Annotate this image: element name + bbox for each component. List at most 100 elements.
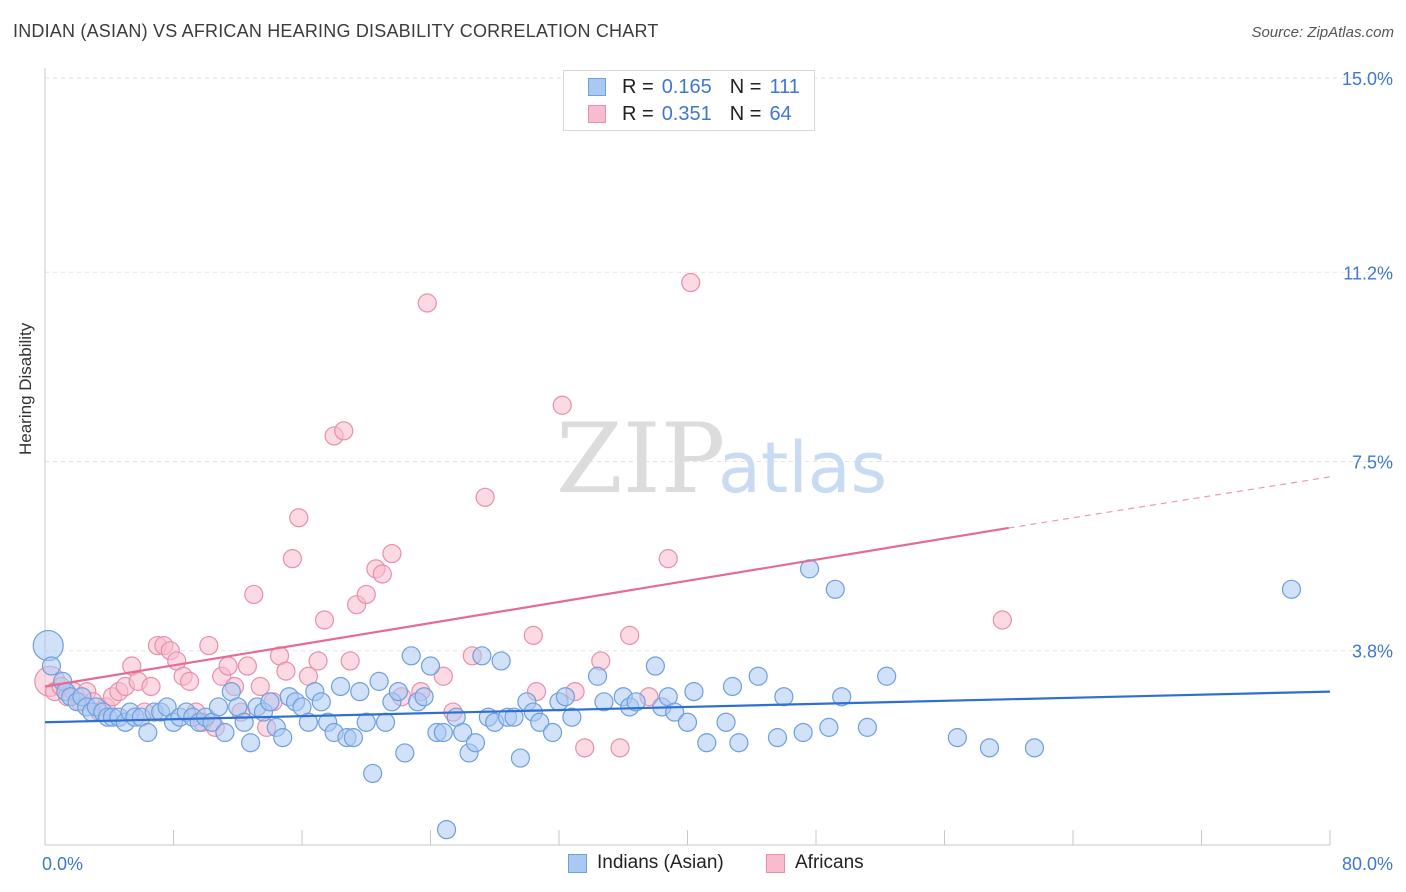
data-point: [658, 549, 678, 569]
data-point: [311, 692, 331, 712]
data-point: [767, 728, 788, 748]
data-point: [677, 712, 698, 732]
data-point: [250, 676, 270, 697]
data-point: [722, 676, 743, 697]
bottom-legend-swatch-indians: [568, 853, 587, 873]
x-tick-label: 0.0%: [42, 854, 83, 874]
data-point: [620, 625, 640, 645]
data-point: [343, 728, 363, 748]
data-point: [491, 651, 511, 671]
data-point: [436, 820, 457, 840]
data-point: [1024, 738, 1045, 758]
data-point: [729, 733, 749, 753]
data-point: [273, 728, 293, 748]
data-point: [552, 395, 572, 415]
trend-line-africans-extension: [1008, 476, 1331, 529]
axis-layer: [44, 68, 1331, 846]
data-point: [372, 564, 392, 584]
data-point: [420, 656, 441, 676]
data-point: [587, 666, 608, 686]
chart-title: INDIAN (ASIAN) VS AFRICAN HEARING DISABI…: [13, 21, 659, 41]
data-point: [218, 656, 238, 676]
watermark-zip: ZIP: [556, 403, 725, 515]
data-point: [215, 722, 235, 743]
trend-line-indians: [44, 690, 1331, 724]
data-point: [363, 763, 383, 784]
data-point: [241, 733, 261, 753]
data-point: [244, 584, 264, 605]
y-axis-title: Hearing Disability: [16, 322, 35, 455]
data-point: [645, 656, 665, 676]
watermark-atlas: atlas: [718, 427, 887, 509]
legend-n-label: N =: [729, 102, 762, 125]
watermark: ZIP atlas: [556, 403, 887, 515]
data-point: [857, 717, 878, 737]
data-point: [433, 722, 453, 743]
data-point: [575, 738, 595, 758]
data-point: [774, 687, 794, 707]
series-africans-points: [34, 272, 1012, 758]
data-point: [681, 272, 701, 293]
data-point: [375, 712, 396, 732]
stats-legend: R = 0.165 N = 111 R = 0.351 N = 64: [563, 70, 815, 131]
data-point: [41, 656, 62, 676]
data-point: [697, 733, 717, 753]
data-point: [562, 707, 582, 727]
data-point: [314, 610, 335, 630]
data-point: [504, 707, 524, 727]
data-point: [401, 646, 421, 666]
bottom-legend-label-indians: Indians (Asian): [597, 852, 724, 873]
legend-swatch-africans: [588, 105, 606, 123]
data-point: [530, 712, 550, 732]
legend-r-label: R =: [622, 102, 654, 125]
bottom-legend-swatch-africans: [766, 853, 785, 873]
series-indians-points: [32, 559, 1302, 840]
data-point: [334, 421, 354, 441]
bottom-legend-africans[interactable]: Africans: [766, 852, 864, 874]
data-point: [748, 666, 768, 686]
x-tick-label: 80.0%: [1342, 854, 1393, 874]
data-point: [1281, 579, 1302, 599]
legend-r-value: 0.351: [661, 102, 712, 125]
data-point: [414, 687, 434, 707]
data-point: [417, 293, 437, 313]
data-point: [542, 722, 563, 743]
data-point: [208, 697, 229, 717]
y-tick-label: 7.5%: [1352, 453, 1393, 473]
data-point: [369, 671, 389, 691]
data-point: [282, 549, 302, 569]
data-point: [32, 629, 64, 662]
trend-line-africans: [44, 526, 1009, 688]
data-point: [819, 717, 839, 737]
data-point: [453, 722, 473, 743]
data-point: [877, 666, 897, 686]
data-point: [626, 692, 646, 712]
data-point: [684, 681, 704, 702]
data-point: [510, 748, 531, 768]
data-point: [555, 687, 576, 707]
data-point: [308, 651, 328, 671]
data-point: [594, 692, 614, 712]
data-point: [433, 666, 453, 686]
y-tick-label: 11.2%: [1343, 263, 1393, 283]
data-point: [947, 728, 967, 748]
data-point: [979, 738, 1000, 758]
data-point: [523, 625, 543, 645]
data-point: [276, 661, 296, 681]
data-point: [237, 656, 257, 676]
data-point: [289, 508, 309, 528]
data-point: [832, 687, 852, 707]
bottom-legend-label-africans: Africans: [795, 852, 864, 873]
data-point: [472, 646, 492, 666]
legend-row-indians: R = 0.165 N = 111: [588, 75, 800, 99]
legend-r-value: 0.165: [661, 75, 712, 98]
legend-n-value: 111: [769, 75, 800, 98]
data-point: [340, 651, 360, 671]
data-point: [465, 733, 486, 753]
data-point: [330, 676, 351, 697]
data-point: [388, 681, 408, 702]
data-point: [350, 681, 370, 702]
bottom-legend-indians[interactable]: Indians (Asian): [568, 852, 724, 874]
legend-r-label: R =: [622, 75, 654, 98]
